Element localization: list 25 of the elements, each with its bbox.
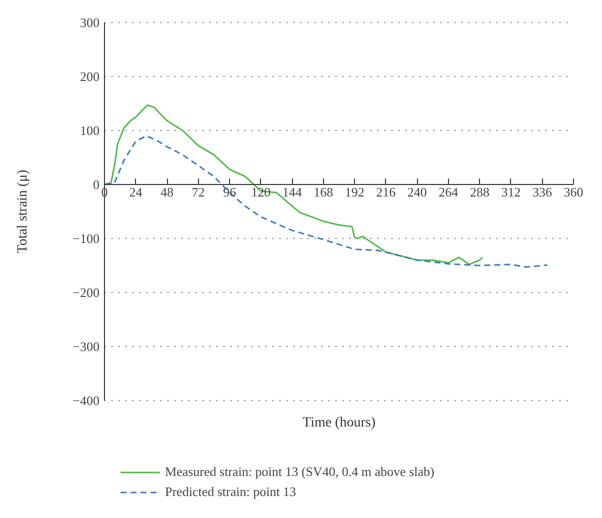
y-tick-label: 200 [80,69,100,84]
y-tick-label: −200 [72,285,100,300]
x-tick-label: 24 [129,184,143,200]
x-tick-label: 360 [564,184,584,200]
x-tick-label: 192 [344,184,364,200]
y-tick-label: −300 [72,339,100,354]
x-tick-label: 168 [314,184,334,200]
y-tick-label: 300 [80,15,100,30]
x-axis-title: Time (hours) [302,416,376,430]
x-tick-label: 216 [376,184,396,200]
x-tick-label: 48 [160,184,174,200]
x-tick-label: 240 [407,184,427,200]
y-tick-label: −100 [72,231,100,246]
legend-label: Predicted strain: point 13 [165,484,296,500]
legend-label: Measured strain: point 13 (SV40, 0.4 m above slab) [165,464,434,480]
x-tick-label: 336 [532,184,552,200]
x-tick-label: 96 [223,184,237,200]
x-tick-label: 144 [282,184,302,200]
x-tick-label: 312 [501,184,521,200]
y-tick-label: −400 [72,393,100,408]
x-tick-label: 264 [438,184,459,200]
y-tick-label: 100 [80,123,100,138]
x-tick-label: 72 [192,184,205,200]
x-tick-label: 288 [470,184,490,200]
y-axis-title: Total strain (μ) [16,169,30,254]
